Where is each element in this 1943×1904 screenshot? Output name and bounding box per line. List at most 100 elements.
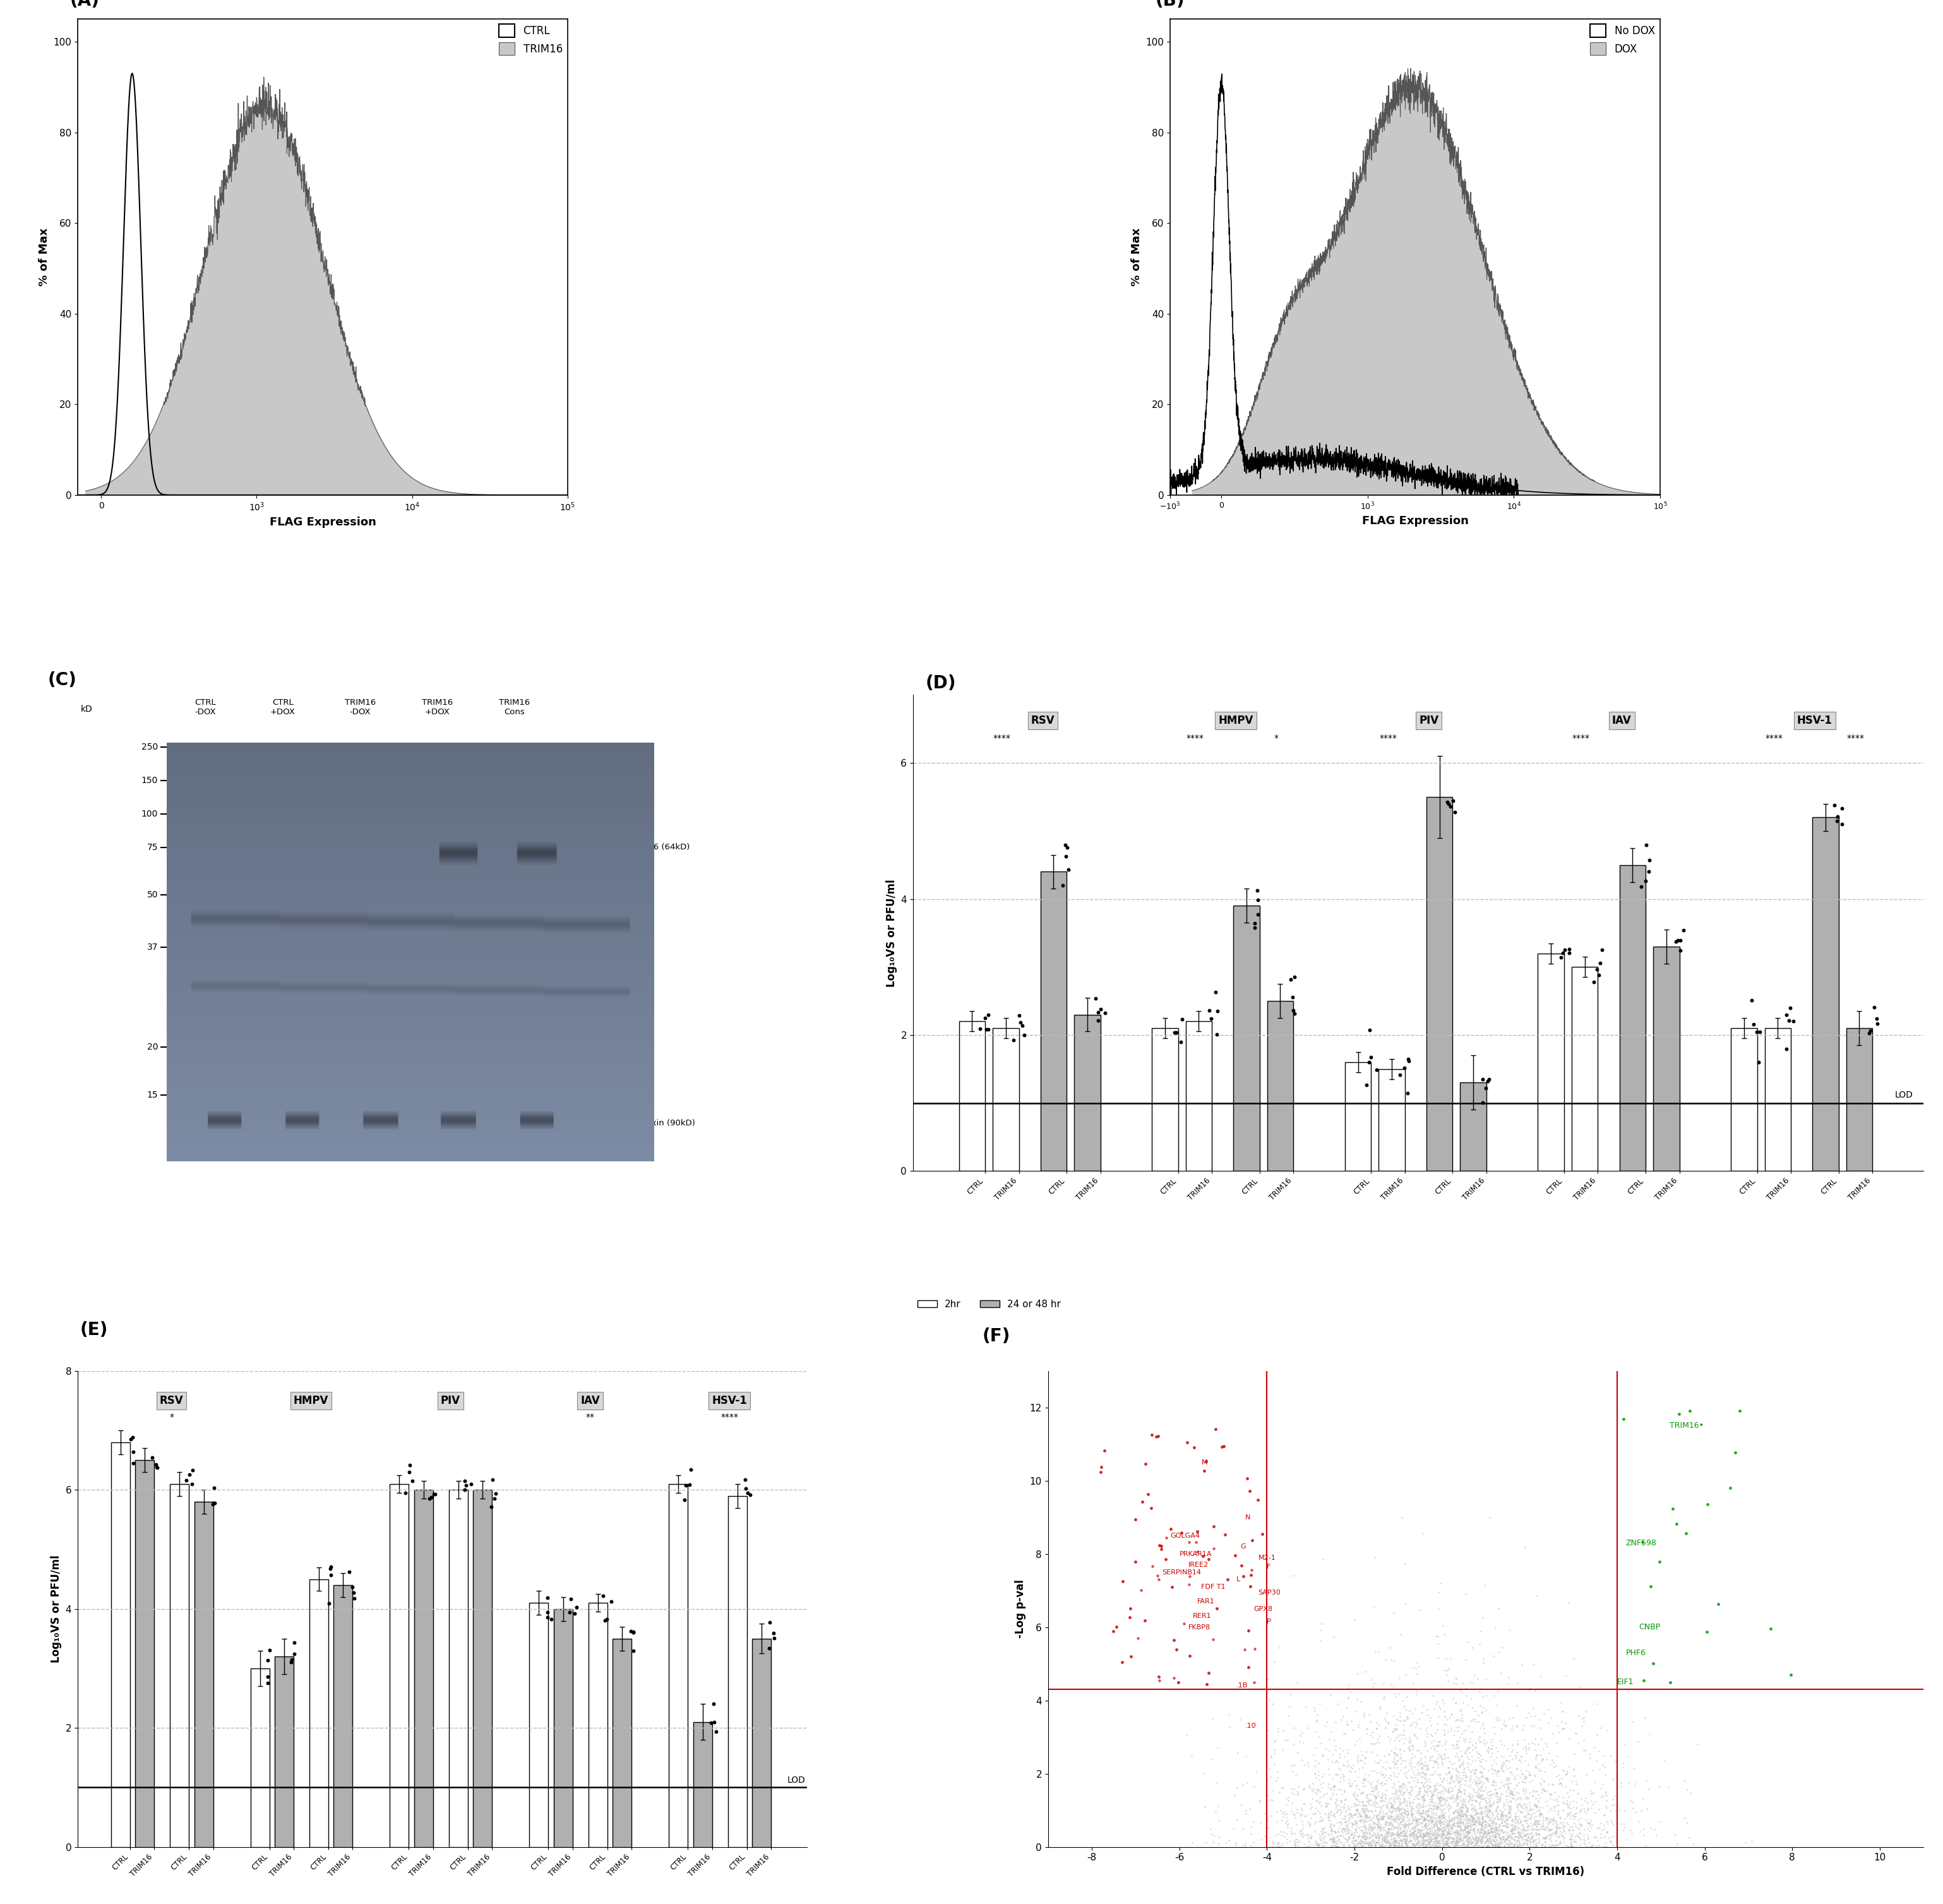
Point — [1378, 1811, 1409, 1841]
Point — [1558, 1799, 1589, 1830]
Point — [1401, 1822, 1432, 1853]
Point — [1527, 1811, 1558, 1841]
Point — [1620, 1767, 1652, 1797]
Point — [1434, 1813, 1465, 1843]
Point — [1488, 1818, 1519, 1849]
Point — [1430, 1807, 1461, 1837]
Point — [1424, 1727, 1455, 1757]
Point — [1560, 1717, 1591, 1748]
Point — [1517, 1794, 1549, 1824]
Point — [1395, 1727, 1426, 1757]
Bar — [554, 1609, 573, 1847]
Point — [1372, 1820, 1403, 1851]
Point — [1484, 1795, 1516, 1826]
Point — [1537, 1717, 1568, 1748]
Point — [1589, 1832, 1620, 1862]
Point — [1508, 1830, 1539, 1860]
Point — [1486, 1816, 1517, 1847]
Point — [1547, 1771, 1578, 1801]
Point — [1387, 1805, 1418, 1835]
Point — [1290, 1818, 1321, 1849]
Point — [1516, 1824, 1547, 1854]
Point — [1479, 1809, 1510, 1839]
Point — [1409, 1731, 1440, 1761]
Point — [1345, 1744, 1376, 1775]
Point — [1455, 1740, 1486, 1771]
Point — [1418, 1822, 1449, 1853]
Point — [1531, 1822, 1562, 1853]
Point — [1541, 1818, 1572, 1849]
Point — [1533, 1795, 1564, 1826]
Point — [1352, 1801, 1383, 1832]
Point — [1325, 1820, 1356, 1851]
Point — [1488, 1811, 1519, 1841]
Point — [1232, 1462, 1263, 1493]
Point — [1319, 1826, 1350, 1856]
Point — [1418, 1820, 1449, 1851]
Point — [1455, 1830, 1486, 1860]
Point — [1376, 1788, 1407, 1818]
Point — [1360, 1828, 1391, 1858]
Point — [1399, 1784, 1430, 1815]
Point — [1389, 1826, 1420, 1856]
Point — [1187, 1540, 1218, 1571]
Text: .1B: .1B — [1236, 1683, 1247, 1689]
Point — [1486, 1801, 1517, 1832]
Point — [1426, 1809, 1457, 1839]
Point — [1150, 1523, 1181, 1554]
Point — [1471, 1792, 1502, 1822]
Point — [1479, 1803, 1510, 1834]
Point — [1422, 1792, 1453, 1822]
Point — [1533, 1807, 1564, 1837]
Point — [1502, 1826, 1533, 1856]
Point — [1300, 1746, 1331, 1776]
Point — [1368, 1830, 1399, 1860]
Point — [1416, 1826, 1448, 1856]
Point — [1455, 1832, 1486, 1862]
Point — [1453, 1818, 1484, 1849]
Point — [1490, 1780, 1521, 1811]
Point — [1415, 1816, 1446, 1847]
Point — [1376, 1830, 1407, 1860]
Point — [1426, 1803, 1457, 1834]
Point — [1432, 1807, 1463, 1837]
Point — [1617, 1818, 1648, 1849]
Point — [1422, 1731, 1453, 1761]
Point — [1282, 1736, 1313, 1767]
Point — [1381, 1792, 1413, 1822]
Point — [1558, 1807, 1589, 1837]
Point — [1481, 1794, 1512, 1824]
Point — [1455, 1706, 1486, 1736]
Point — [1339, 1832, 1370, 1862]
Y-axis label: -Log p-val: -Log p-val — [1014, 1580, 1026, 1637]
Point — [1576, 1809, 1607, 1839]
Point — [280, 1628, 311, 1658]
Point — [1383, 1822, 1415, 1853]
Point — [1378, 1746, 1409, 1776]
Point — [1459, 1824, 1490, 1854]
Point — [1498, 1824, 1529, 1854]
Point — [1440, 1803, 1471, 1834]
Point — [1585, 1809, 1617, 1839]
Point — [1428, 1655, 1459, 1685]
Point — [1346, 1822, 1378, 1853]
Point — [1514, 1735, 1545, 1765]
Point — [1383, 1725, 1415, 1755]
Point — [1335, 1677, 1366, 1708]
Point — [1407, 1822, 1438, 1853]
Point — [1356, 1769, 1387, 1799]
Point — [1508, 1822, 1539, 1853]
Point — [1438, 786, 1469, 817]
Point — [1411, 1809, 1442, 1839]
Point — [1467, 1792, 1498, 1822]
Point — [1317, 1832, 1348, 1862]
Point — [1401, 1807, 1432, 1837]
Point — [1356, 1664, 1387, 1695]
Point — [1370, 1820, 1401, 1851]
Point — [1523, 1755, 1554, 1786]
Point — [1296, 1784, 1327, 1815]
Point — [1422, 1818, 1453, 1849]
Point — [1492, 1799, 1523, 1830]
Point — [1319, 1622, 1350, 1653]
Point — [1438, 1780, 1469, 1811]
